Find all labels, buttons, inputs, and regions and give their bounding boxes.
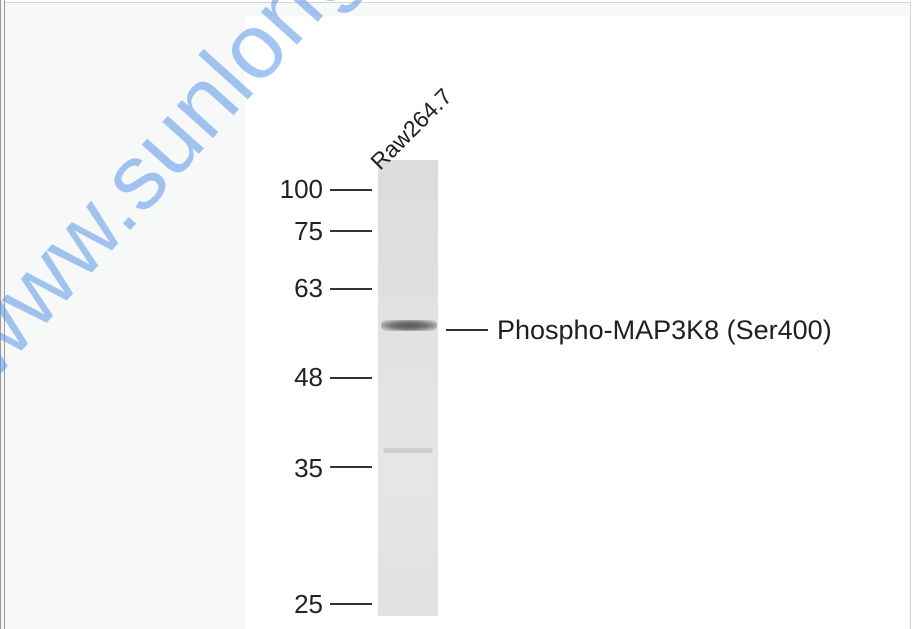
marker-tick-63 bbox=[330, 288, 372, 290]
protein-band bbox=[381, 320, 437, 331]
marker-label-63: 63 bbox=[263, 275, 323, 301]
marker-label-75: 75 bbox=[263, 218, 323, 244]
marker-label-25: 25 bbox=[263, 591, 323, 617]
sample-lane bbox=[378, 160, 438, 616]
marker-label-35: 35 bbox=[263, 455, 323, 481]
band-label: Phospho-MAP3K8 (Ser400) bbox=[497, 315, 832, 346]
marker-tick-75 bbox=[330, 230, 372, 232]
marker-tick-35 bbox=[330, 466, 372, 468]
marker-tick-25 bbox=[330, 603, 372, 605]
marker-label-48: 48 bbox=[263, 364, 323, 390]
marker-label-100: 100 bbox=[263, 176, 323, 202]
faint-band bbox=[383, 448, 433, 453]
band-pointer-line bbox=[446, 329, 488, 331]
marker-tick-100 bbox=[330, 189, 372, 191]
marker-tick-48 bbox=[330, 377, 372, 379]
